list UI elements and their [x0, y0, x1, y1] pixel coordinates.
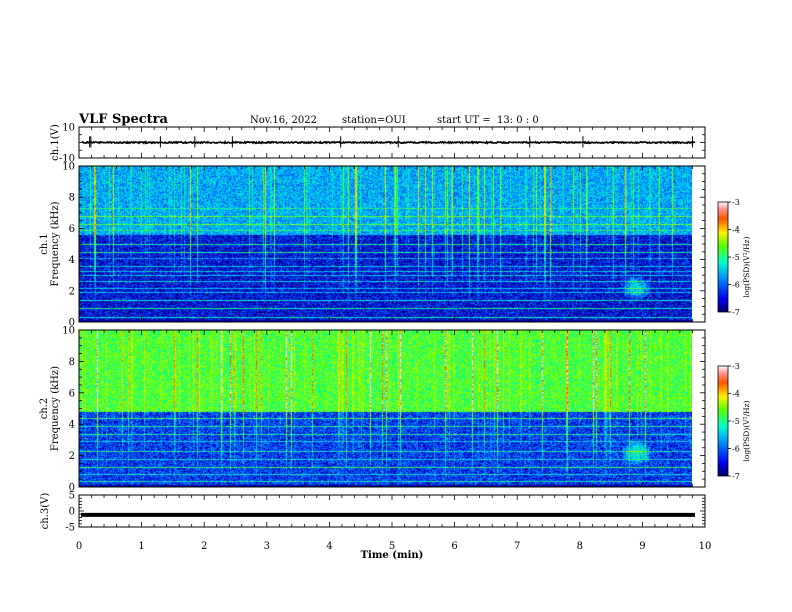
ch1-spectrogram-colorbar-tick-label: -4 — [732, 226, 740, 235]
x-tick-label: 10 — [699, 541, 712, 552]
x-tick-label: 7 — [514, 541, 520, 552]
x-tick-label: 3 — [264, 541, 270, 552]
ch1-spectrogram-colorbar-tick-label: -6 — [732, 281, 740, 290]
ch1-ylabel: ch.1(V) — [50, 124, 61, 161]
ch2-spectrogram-colorbar-tick-label: -7 — [732, 472, 740, 481]
ch2-spec-ylabel: Frequency (kHz) — [50, 366, 61, 451]
ch1-waveform-ytick-label: -10 — [59, 154, 75, 165]
ch1-spectrogram-ytick-label: 2 — [69, 286, 75, 297]
ch1-spectrogram-ytick-label: 0 — [69, 318, 75, 329]
ch2-spectrogram-ytick-label: 10 — [62, 326, 75, 337]
ch2-spectrogram-ytick-label: 0 — [69, 483, 75, 494]
x-tick-label: 9 — [639, 541, 645, 552]
ch1-spectrogram-colorbar-label: log(PSD)(V²/Hz) — [742, 236, 751, 297]
ch2-spectrogram-colorbar-tick-label: -4 — [732, 390, 740, 399]
ch2-spectrogram-image — [79, 330, 692, 487]
ch3-ylabel: ch.3(V) — [40, 493, 51, 530]
start-time-value: 13: 0 : 0 — [497, 115, 539, 126]
ch2-spectrogram-ytick-label: 4 — [69, 420, 75, 431]
x-tick-label: 1 — [138, 541, 144, 552]
x-tick-label: 6 — [451, 541, 457, 552]
x-tick-label: 2 — [201, 541, 207, 552]
x-tick-label: 4 — [326, 541, 332, 552]
ch3-waveform-ytick-label: -5 — [65, 523, 75, 534]
ch1-spectrogram-ytick-label: 4 — [69, 255, 75, 266]
ch1-spectrogram-ytick-label: 10 — [62, 162, 75, 173]
ch1-spectrogram-colorbar-tick-label: -3 — [732, 198, 740, 207]
ch1-spectrogram-ytick-label: 8 — [69, 193, 75, 204]
ch2-spectrogram-ytick-label: 8 — [69, 357, 75, 368]
ch2-spec-ylabel-top: ch.2 — [39, 398, 50, 420]
ch2-spectrogram-colorbar-tick-label: -3 — [732, 362, 740, 371]
x-tick-label: 0 — [76, 541, 82, 552]
chart-title: VLF Spectra — [79, 112, 168, 127]
ch2-spectrogram-colorbar-tick-label: -5 — [732, 417, 740, 426]
ch1-spectrogram-colorbar — [717, 201, 729, 313]
ch1-spectrogram-ytick-label: 6 — [69, 224, 75, 235]
ch1-spectrogram-colorbar-tick-label: -5 — [732, 253, 740, 262]
x-axis-title: Time (min) — [361, 550, 424, 561]
station-label: station=OUI — [342, 115, 406, 126]
date-label: Nov.16, 2022 — [250, 115, 317, 126]
ch1-waveform-trace — [81, 140, 696, 145]
ch2-spectrogram-colorbar-label: log(PSD)(V²/Hz) — [742, 400, 751, 461]
x-tick-label: 5 — [389, 541, 395, 552]
ch2-spectrogram-ytick-label: 2 — [69, 451, 75, 462]
ch1-spectrogram-colorbar-tick-label: -7 — [732, 308, 740, 317]
ch3-waveform-ytick-label: 0 — [69, 507, 75, 518]
ch2-spectrogram-ytick-label: 6 — [69, 388, 75, 399]
x-tick-label: 8 — [577, 541, 583, 552]
start-ut-label: start UT = — [437, 115, 491, 126]
ch1-spec-ylabel-top: ch.1 — [39, 233, 50, 255]
ch2-spectrogram-colorbar — [717, 365, 729, 477]
ch3-waveform-ytick-label: 5 — [69, 491, 75, 502]
ch1-waveform-ytick-label: 10 — [62, 123, 75, 134]
ch2-spectrogram-colorbar-tick-label: -6 — [732, 445, 740, 454]
ch1-spec-ylabel: Frequency (kHz) — [50, 201, 61, 286]
ch1-spectrogram-image — [79, 166, 692, 322]
